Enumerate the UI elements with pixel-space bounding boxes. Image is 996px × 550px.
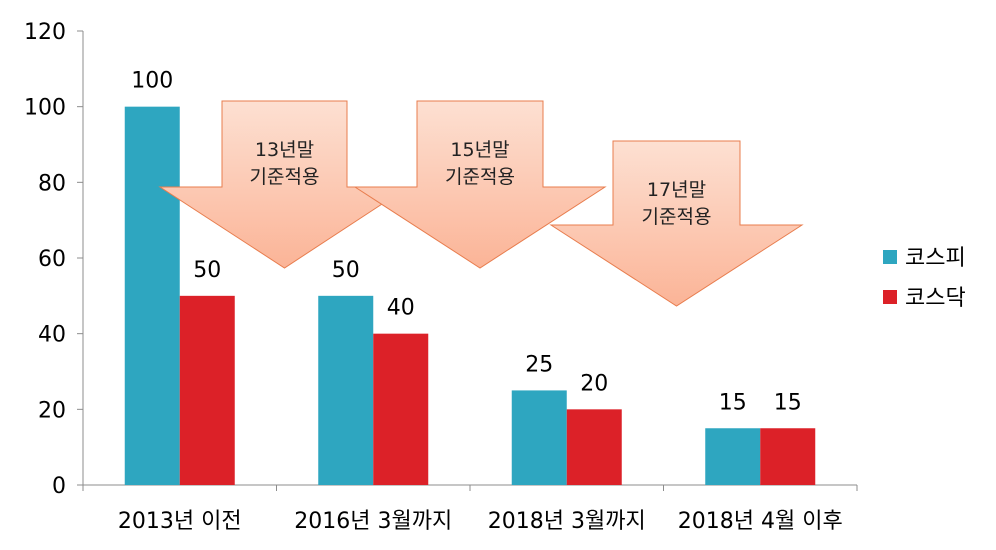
annotation-line1: 13년말 <box>255 139 314 161</box>
data-label: 50 <box>332 258 360 283</box>
bar-kospi <box>318 295 374 485</box>
legend-swatch <box>883 250 897 264</box>
legend-swatch <box>883 290 897 304</box>
data-label: 25 <box>525 352 553 377</box>
y-tick-label: 100 <box>24 96 66 121</box>
axes: 0 20 40 60 80 100 120 2013년 이전 2016년 3월까지 2018년 3… <box>24 20 858 534</box>
bar-kosdaq <box>760 428 816 485</box>
annotation-arrow <box>158 100 410 269</box>
bar-kosdaq <box>373 333 429 485</box>
bar-kospi <box>511 390 567 485</box>
y-tick-label: 80 <box>38 171 66 196</box>
x-tick-label: 2018년 3월까지 <box>488 509 646 534</box>
bar-kosdaq <box>566 409 622 485</box>
bar-kosdaq <box>179 295 235 485</box>
annotation-arrow <box>353 100 607 269</box>
y-tick-label: 20 <box>38 398 66 423</box>
data-label: 15 <box>774 390 802 415</box>
data-label: 100 <box>131 69 173 94</box>
bars <box>124 106 816 486</box>
data-label: 20 <box>580 371 608 396</box>
y-tick-label: 40 <box>38 323 66 348</box>
data-label: 40 <box>387 296 415 321</box>
data-label: 15 <box>719 390 747 415</box>
annotation-line1: 15년말 <box>450 139 509 161</box>
annotation-line1: 17년말 <box>647 179 706 201</box>
annotation-line2: 기준적용 <box>445 166 515 188</box>
y-tick-label: 60 <box>38 247 66 272</box>
x-tick-label: 2018년 4월 이후 <box>678 509 843 534</box>
data-label: 50 <box>193 258 221 283</box>
x-tick-label: 2013년 이전 <box>118 509 242 534</box>
data-labels: 100 50 50 40 25 20 15 15 <box>131 69 802 416</box>
legend-label: 코스닥 <box>905 286 966 311</box>
x-tick-label: 2016년 3월까지 <box>294 509 452 534</box>
bar-kospi <box>705 428 761 485</box>
bar-kospi <box>124 106 180 486</box>
annotation-line2: 기준적용 <box>642 206 712 228</box>
annotation-arrow <box>549 140 804 307</box>
annotation-line2: 기준적용 <box>250 166 320 188</box>
y-tick-label: 120 <box>24 20 66 45</box>
y-tick-label: 0 <box>52 474 66 499</box>
legend-label: 코스피 <box>905 246 966 271</box>
